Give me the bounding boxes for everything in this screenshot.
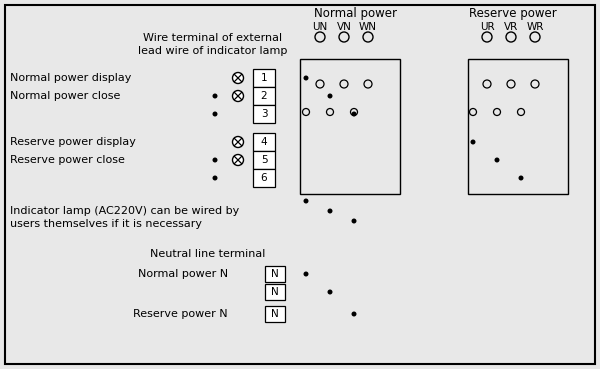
Bar xyxy=(300,59,400,194)
Bar xyxy=(253,87,275,105)
Circle shape xyxy=(518,176,523,180)
Circle shape xyxy=(212,158,218,162)
Text: WN: WN xyxy=(359,22,377,32)
Circle shape xyxy=(328,93,332,99)
Text: Reserve power: Reserve power xyxy=(469,7,557,20)
Bar xyxy=(265,306,285,322)
Text: WR: WR xyxy=(526,22,544,32)
Bar xyxy=(253,169,275,187)
Circle shape xyxy=(304,272,308,276)
Circle shape xyxy=(352,311,356,317)
Circle shape xyxy=(212,93,218,99)
Circle shape xyxy=(304,76,308,80)
Circle shape xyxy=(233,90,244,101)
Circle shape xyxy=(352,218,356,224)
Circle shape xyxy=(233,155,244,166)
Text: Reserve power close: Reserve power close xyxy=(10,155,125,165)
Bar xyxy=(468,59,568,194)
Bar xyxy=(265,284,285,300)
Text: 1: 1 xyxy=(260,73,268,83)
Circle shape xyxy=(233,72,244,83)
Text: N: N xyxy=(271,287,279,297)
Text: 6: 6 xyxy=(260,173,268,183)
Circle shape xyxy=(470,139,476,145)
Circle shape xyxy=(328,290,332,294)
Text: Normal power N: Normal power N xyxy=(138,269,228,279)
Circle shape xyxy=(212,111,218,117)
Text: Indicator lamp (AC220V) can be wired by
users themselves if it is necessary: Indicator lamp (AC220V) can be wired by … xyxy=(10,206,239,229)
Text: Wire terminal of external
lead wire of indicator lamp: Wire terminal of external lead wire of i… xyxy=(139,33,287,56)
Bar xyxy=(253,151,275,169)
Circle shape xyxy=(328,208,332,214)
Text: 2: 2 xyxy=(260,91,268,101)
Circle shape xyxy=(304,199,308,203)
Circle shape xyxy=(233,137,244,148)
Text: UR: UR xyxy=(479,22,494,32)
Bar xyxy=(253,105,275,123)
Text: VN: VN xyxy=(337,22,352,32)
Text: N: N xyxy=(271,269,279,279)
Text: 5: 5 xyxy=(260,155,268,165)
Text: Normal power close: Normal power close xyxy=(10,91,121,101)
Text: 4: 4 xyxy=(260,137,268,147)
Text: Neutral line terminal: Neutral line terminal xyxy=(149,249,265,259)
Text: Reserve power display: Reserve power display xyxy=(10,137,136,147)
Bar xyxy=(253,133,275,151)
Text: Reserve power N: Reserve power N xyxy=(133,309,228,319)
Text: Normal power: Normal power xyxy=(314,7,397,20)
Circle shape xyxy=(212,176,218,180)
Text: VR: VR xyxy=(504,22,518,32)
Text: 3: 3 xyxy=(260,109,268,119)
Bar xyxy=(265,266,285,282)
Circle shape xyxy=(494,158,499,162)
Text: N: N xyxy=(271,309,279,319)
Bar xyxy=(253,69,275,87)
Text: Normal power display: Normal power display xyxy=(10,73,131,83)
Circle shape xyxy=(352,111,356,117)
Text: UN: UN xyxy=(313,22,328,32)
